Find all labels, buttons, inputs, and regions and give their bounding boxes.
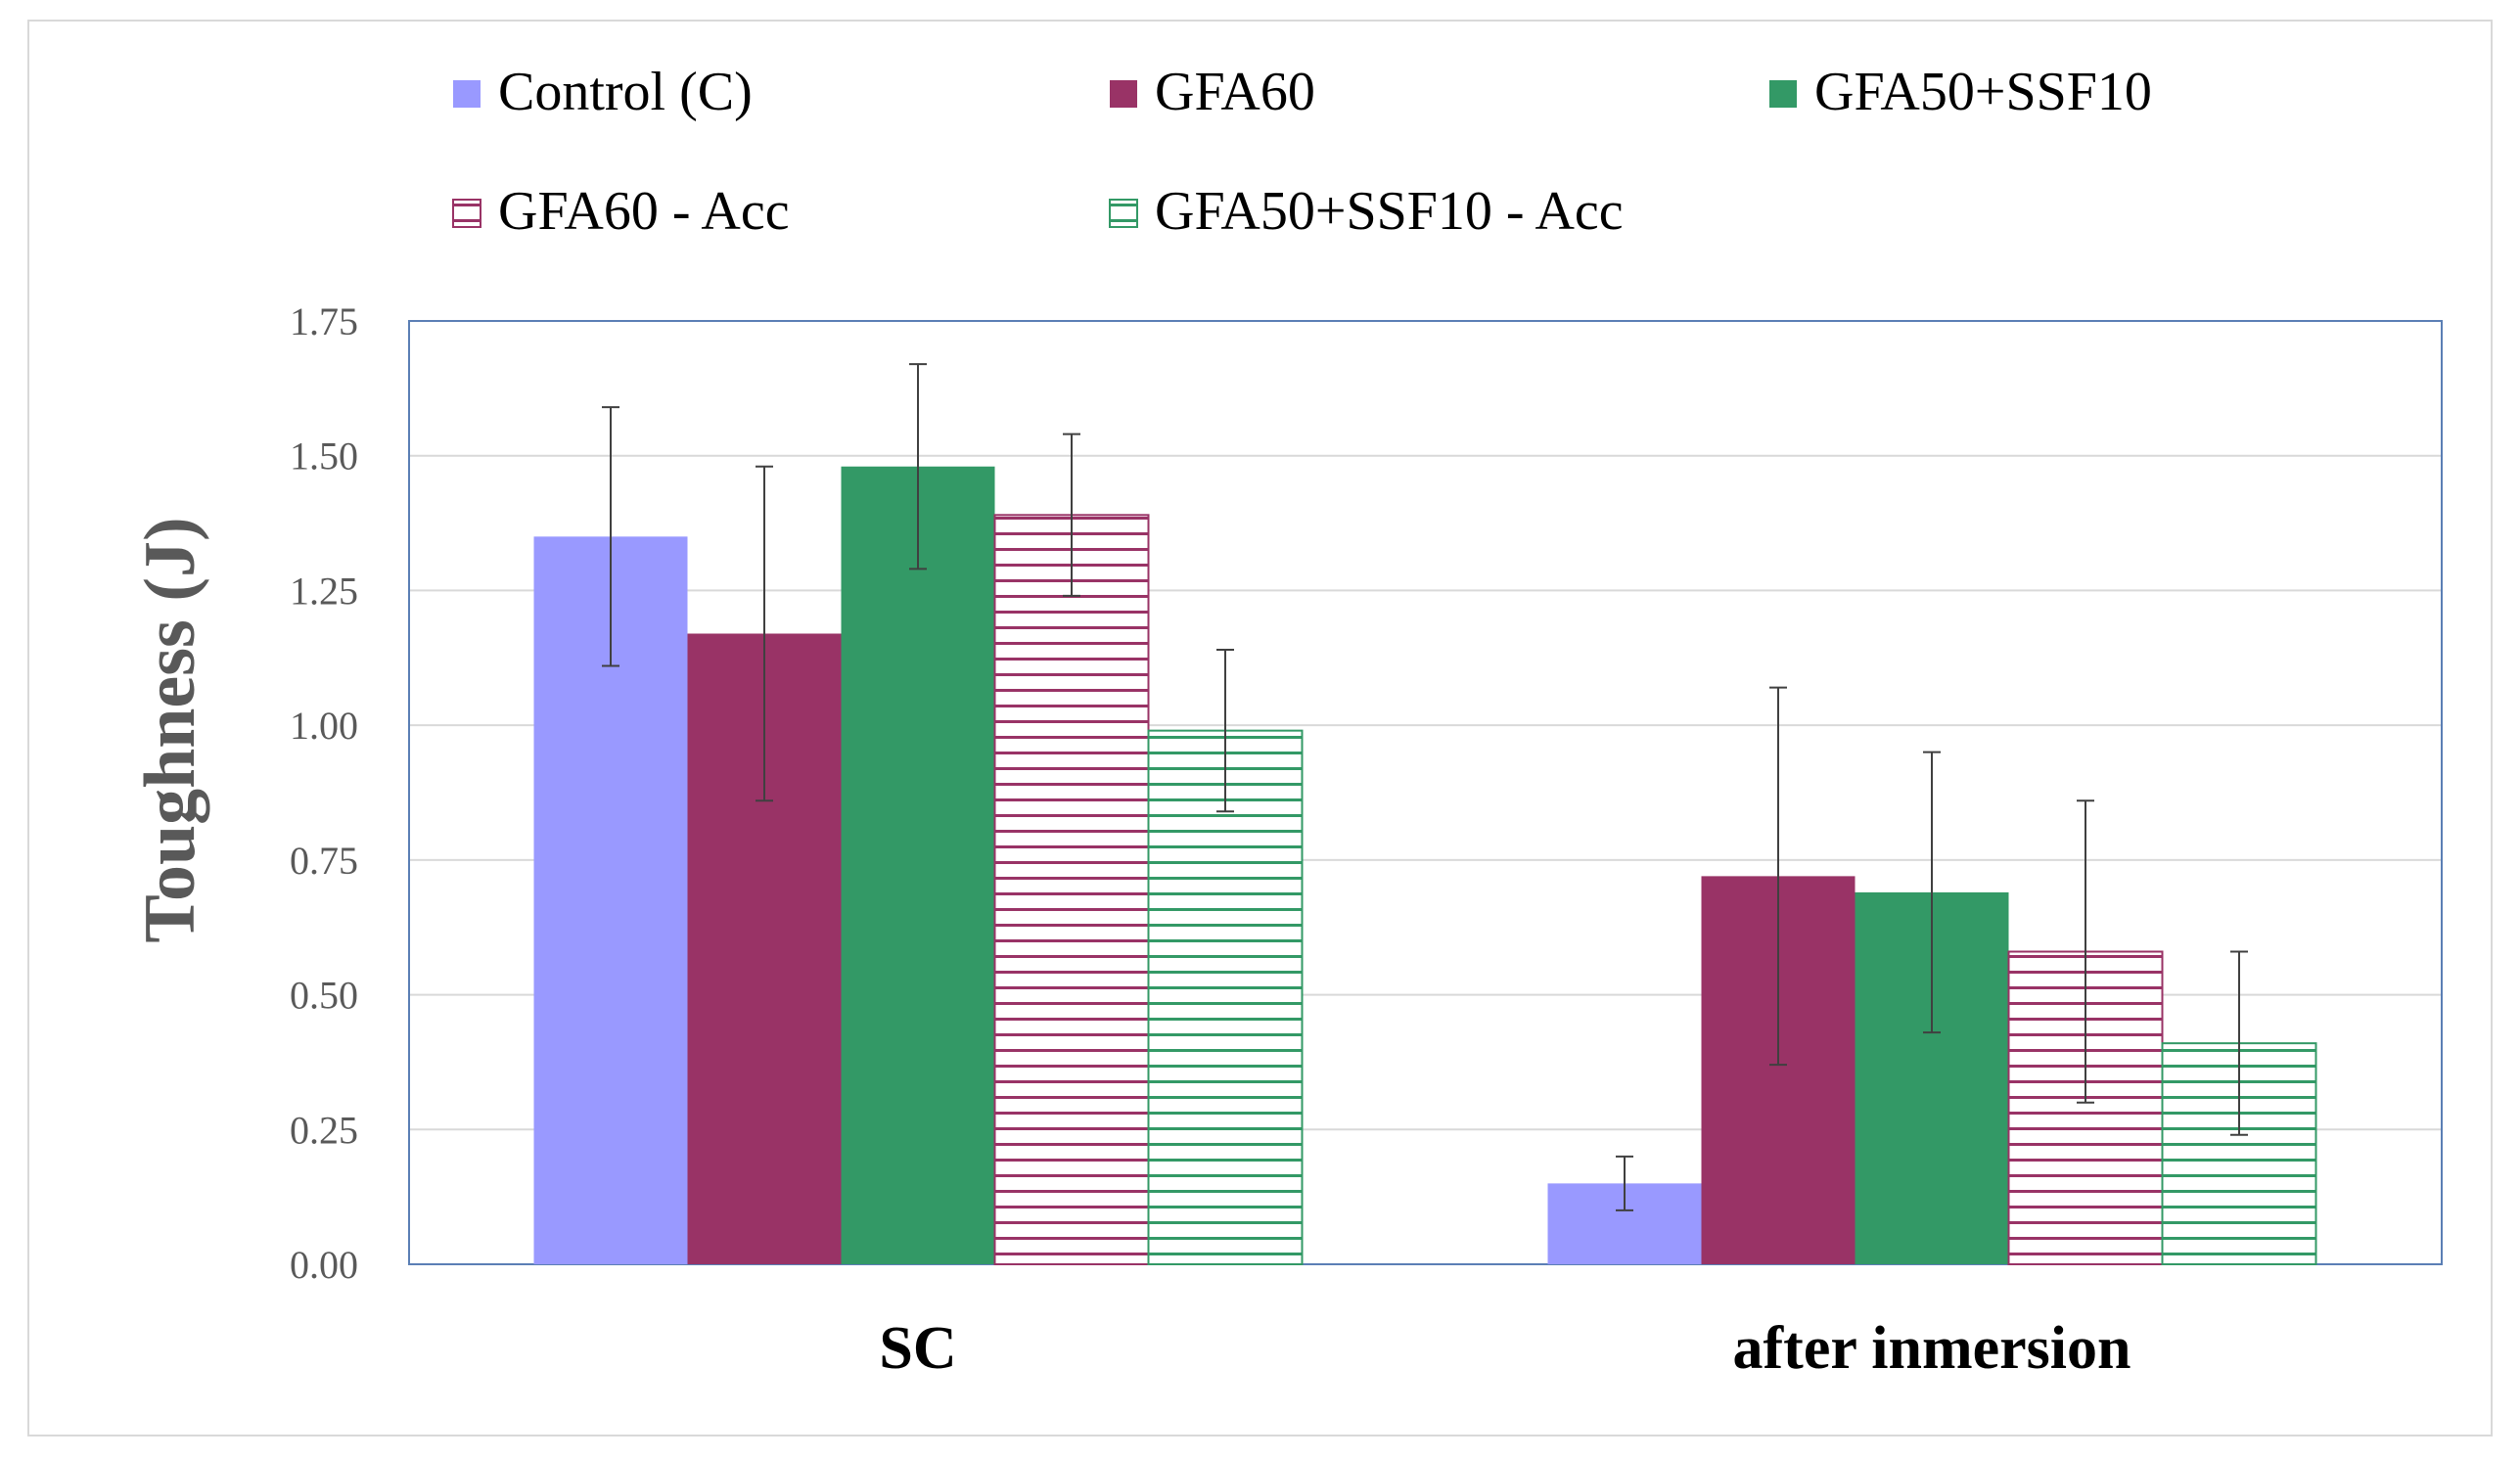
error-bar bbox=[909, 363, 927, 570]
legend: Control (C) GFA60 GFA50+SSF10 GFA60 - Acc GF… bbox=[452, 62, 2152, 242]
legend-label: Control (C) bbox=[498, 62, 753, 122]
error-bar bbox=[756, 465, 773, 802]
error-bar bbox=[1769, 686, 1787, 1067]
error-bar bbox=[2077, 799, 2094, 1104]
legend-item: GFA50+SSF10 - Acc bbox=[1109, 181, 1624, 242]
x-category-label: after inmersion bbox=[1733, 1315, 2131, 1382]
legend-item: GFA60 bbox=[1110, 62, 1315, 122]
legend-label: GFA60 - Acc bbox=[498, 181, 790, 242]
y-tick-label: 0.00 bbox=[290, 1243, 358, 1287]
bars bbox=[533, 466, 2317, 1265]
bar-gfa50-ssf10-0 bbox=[841, 466, 995, 1264]
legend-swatch bbox=[1769, 80, 1797, 108]
y-tick-label: 1.75 bbox=[290, 299, 358, 343]
legend-swatch bbox=[453, 80, 481, 108]
y-tick-label: 1.00 bbox=[290, 704, 358, 748]
y-tick-label: 0.75 bbox=[290, 839, 358, 883]
bar-gfa50-ssf10-acc-0 bbox=[1147, 729, 1304, 1265]
error-bar bbox=[602, 406, 619, 667]
error-bar bbox=[1923, 751, 1941, 1034]
legend-item: GFA60 - Acc bbox=[452, 181, 790, 242]
bar-gfa60-acc-0 bbox=[993, 514, 1150, 1265]
y-tick-label: 0.50 bbox=[290, 974, 358, 1018]
error-bar bbox=[1063, 433, 1080, 597]
error-bar bbox=[1216, 649, 1234, 813]
legend-label: GFA50+SSF10 bbox=[1814, 62, 2152, 122]
legend-swatch bbox=[452, 199, 481, 228]
legend-item: GFA50+SSF10 bbox=[1769, 62, 2152, 122]
error-bars bbox=[602, 363, 2248, 1211]
legend-swatch bbox=[1109, 199, 1138, 228]
error-bar bbox=[2230, 950, 2248, 1136]
plot-area-border bbox=[408, 320, 2443, 1265]
x-axis-categories: SC after inmersion bbox=[879, 1315, 2131, 1382]
legend-label: GFA50+SSF10 - Acc bbox=[1155, 181, 1624, 242]
legend-label: GFA60 bbox=[1155, 62, 1315, 122]
legend-item: Control (C) bbox=[453, 62, 753, 122]
y-axis-title: Toughness (J) bbox=[130, 517, 210, 942]
y-tick-label: 0.25 bbox=[290, 1108, 358, 1152]
y-tick-label: 1.25 bbox=[290, 569, 358, 613]
legend-swatch bbox=[1110, 80, 1137, 108]
error-bar bbox=[1616, 1155, 1633, 1211]
y-axis-ticks: 0.00 0.25 0.50 0.75 1.00 1.25 1.50 1.75 bbox=[290, 299, 358, 1287]
y-tick-label: 1.50 bbox=[290, 434, 358, 479]
x-category-label: SC bbox=[879, 1315, 956, 1382]
